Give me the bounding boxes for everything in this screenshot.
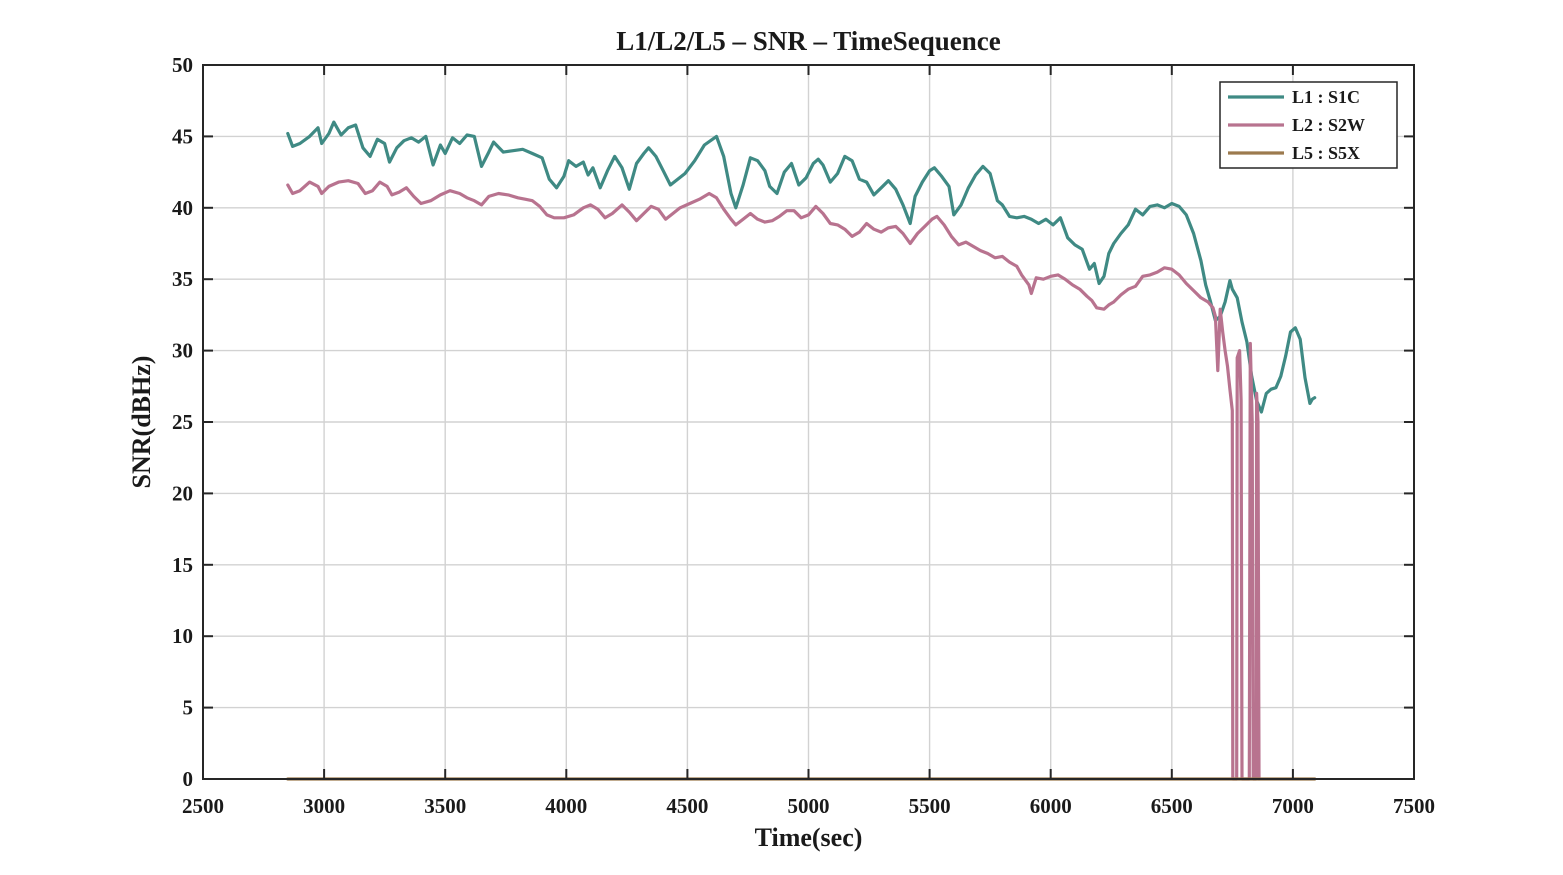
x-tick-label: 3500 [424, 794, 466, 818]
legend-label: L1 : S1C [1292, 87, 1360, 107]
axis-ticks: 2500 3000 3500 4000 4500 5000 5500 6000 6500 7000… [172, 53, 1435, 818]
y-tick-label: 45 [172, 124, 193, 148]
y-tick-label: 35 [172, 267, 193, 291]
x-tick-label: 3000 [303, 794, 345, 818]
y-tick-label: 40 [172, 196, 193, 220]
legend-label: L5 : S5X [1292, 143, 1360, 163]
y-axis-label: SNR(dBHz) [127, 356, 156, 489]
x-tick-label: 4000 [545, 794, 587, 818]
series-line-2 [286, 179, 1261, 781]
y-tick-label: 25 [172, 410, 193, 434]
x-tick-label: 2500 [182, 794, 224, 818]
y-tick-label: 10 [172, 624, 193, 648]
y-tick-label: 15 [172, 553, 193, 577]
x-tick-label: 7500 [1393, 794, 1435, 818]
x-tick-label: 5500 [909, 794, 951, 818]
y-tick-label: 5 [183, 696, 194, 720]
grid-lines [203, 65, 1414, 779]
y-tick-label: 0 [183, 767, 194, 791]
x-tick-label: 6500 [1151, 794, 1193, 818]
y-tick-label: 50 [172, 53, 193, 77]
x-tick-label: 4500 [666, 794, 708, 818]
legend-label: L2 : S2W [1292, 115, 1365, 135]
x-axis-label: Time(sec) [755, 823, 863, 852]
y-tick-label: 30 [172, 339, 193, 363]
chart-title: L1/L2/L5 – SNR – TimeSequence [616, 26, 1001, 56]
x-tick-label: 7000 [1272, 794, 1314, 818]
legend: L1 : S1C L2 : S2W L5 : S5X [1219, 81, 1398, 169]
x-tick-label: 5000 [788, 794, 830, 818]
series-line-1 [286, 120, 1317, 414]
y-tick-label: 20 [172, 481, 193, 505]
x-tick-label: 6000 [1030, 794, 1072, 818]
